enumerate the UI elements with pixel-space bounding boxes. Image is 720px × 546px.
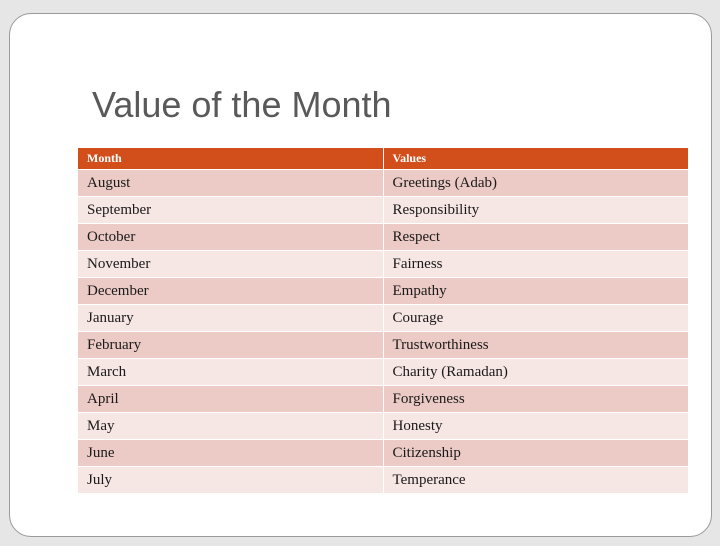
month-cell: October — [78, 223, 383, 251]
table-row: February Trustworthiness — [78, 331, 688, 359]
month-cell: November — [78, 250, 383, 278]
value-cell: Forgiveness — [382, 385, 688, 413]
slide: Value of the Month Month Values August G… — [9, 13, 712, 537]
table-row: September Responsibility — [78, 196, 688, 224]
month-cell: July — [78, 466, 383, 493]
value-cell: Responsibility — [382, 196, 688, 224]
value-cell: Empathy — [382, 277, 688, 305]
value-cell: Courage — [382, 304, 688, 332]
value-cell: Greetings (Adab) — [382, 169, 688, 197]
month-cell: January — [78, 304, 383, 332]
table-header-row: Month Values — [78, 148, 688, 170]
value-cell: Citizenship — [382, 439, 688, 467]
table-row: November Fairness — [78, 250, 688, 278]
column-header-month: Month — [78, 148, 383, 170]
month-cell: June — [78, 439, 383, 467]
table-row: March Charity (Ramadan) — [78, 358, 688, 386]
value-cell: Charity (Ramadan) — [382, 358, 688, 386]
table-row: July Temperance — [78, 466, 688, 493]
month-cell: December — [78, 277, 383, 305]
table-row: June Citizenship — [78, 439, 688, 467]
month-cell: August — [78, 169, 383, 197]
table-row: August Greetings (Adab) — [78, 169, 688, 197]
table-row: April Forgiveness — [78, 385, 688, 413]
month-cell: September — [78, 196, 383, 224]
month-cell: April — [78, 385, 383, 413]
slide-title: Value of the Month — [92, 84, 392, 125]
column-header-values: Values — [382, 148, 688, 170]
table-row: December Empathy — [78, 277, 688, 305]
value-cell: Temperance — [382, 466, 688, 493]
table-row: January Courage — [78, 304, 688, 332]
value-cell: Trustworthiness — [382, 331, 688, 359]
value-cell: Fairness — [382, 250, 688, 278]
table-row: October Respect — [78, 223, 688, 251]
month-cell: May — [78, 412, 383, 440]
table-row: May Honesty — [78, 412, 688, 440]
value-cell: Honesty — [382, 412, 688, 440]
month-cell: March — [78, 358, 383, 386]
value-of-month-table: Month Values August Greetings (Adab) Sep… — [78, 148, 688, 493]
month-cell: February — [78, 331, 383, 359]
value-cell: Respect — [382, 223, 688, 251]
